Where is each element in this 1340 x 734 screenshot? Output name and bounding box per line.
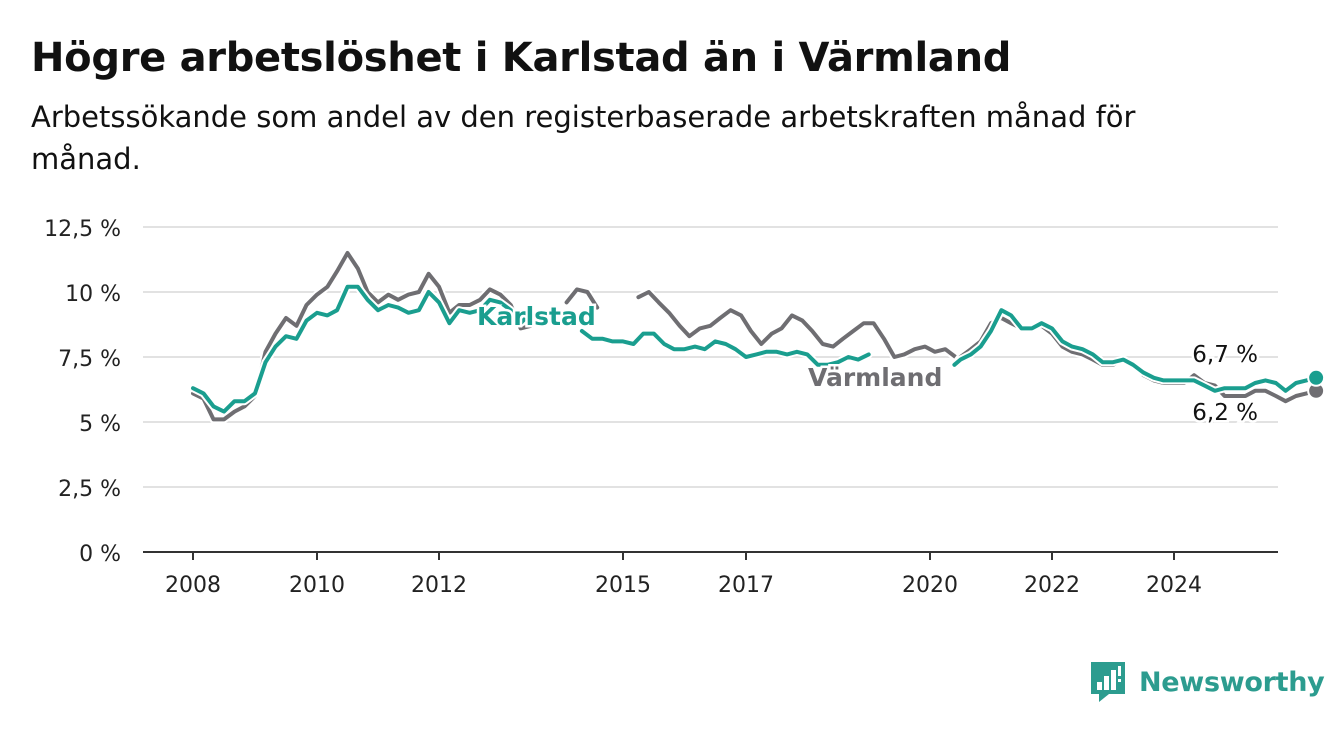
series-line — [564, 287, 600, 310]
series-label-karlstad: Karlstad — [477, 302, 596, 331]
end-point-karlstad — [1307, 368, 1326, 387]
y-tick-label: 2,5 % — [58, 477, 121, 502]
series-line — [636, 290, 958, 359]
chart-subtitle: Arbetssökande som andel av den registerb… — [31, 100, 1136, 176]
series-line — [579, 329, 871, 367]
newsworthy-logo-icon — [1091, 662, 1125, 702]
series-lines — [189, 249, 1326, 424]
y-axis-ticks: 0 % 2,5 % 5 % 7,5 % 10 % 12,5 % — [44, 217, 121, 567]
series-line-halo — [950, 314, 1321, 406]
y-tick-label: 5 % — [79, 412, 121, 437]
x-tick-label: 2024 — [1146, 573, 1202, 598]
x-tick-label: 2022 — [1024, 573, 1080, 598]
series-label-värmland: Värmland — [808, 363, 942, 392]
series-värmland — [189, 249, 1321, 424]
y-tick-label: 10 % — [65, 282, 121, 307]
x-tick-label: 2017 — [718, 573, 774, 598]
chart-title: Högre arbetslöshet i Karlstad än i Värml… — [31, 35, 1012, 81]
grid-lines — [143, 226, 1278, 488]
y-tick-label: 0 % — [79, 542, 121, 567]
brand-logo: Newsworthy — [1089, 660, 1325, 704]
x-axis-ticks: 2008 2010 2012 2015 2017 2020 2022 2024 — [165, 552, 1202, 598]
brand-name: Newsworthy — [1139, 666, 1325, 698]
series-line — [952, 308, 1319, 393]
y-tick-label: 12,5 % — [44, 217, 121, 242]
end-value-label-värmland: 6,2 % — [1192, 400, 1258, 426]
end-value-label-karlstad: 6,7 % — [1192, 342, 1258, 368]
x-tick-label: 2012 — [411, 573, 467, 598]
x-tick-label: 2020 — [902, 573, 958, 598]
x-tick-label: 2015 — [595, 573, 651, 598]
series-line — [191, 251, 533, 422]
series-labels: Karlstad Värmland 6,7 % 6,2 % — [475, 300, 1261, 429]
y-tick-label: 7,5 % — [58, 347, 121, 372]
series-line — [191, 284, 533, 414]
x-tick-label: 2008 — [165, 573, 221, 598]
series-karlstad — [189, 282, 1321, 416]
x-tick-label: 2010 — [289, 573, 345, 598]
